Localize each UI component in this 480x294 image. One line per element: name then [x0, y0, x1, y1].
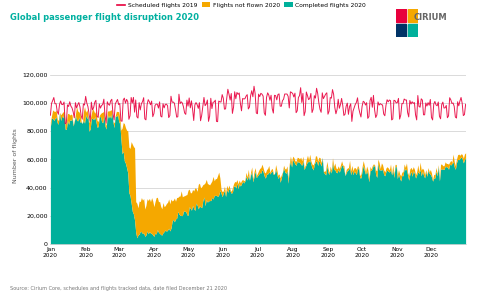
- Bar: [396, 24, 406, 37]
- Bar: [396, 9, 406, 22]
- Text: CIRIUM: CIRIUM: [414, 13, 447, 22]
- Y-axis label: Number of flights: Number of flights: [13, 128, 18, 183]
- Bar: [408, 9, 418, 22]
- Bar: [408, 24, 418, 37]
- Legend: Scheduled flights 2019, Flights not flown 2020, Completed flights 2020: Scheduled flights 2019, Flights not flow…: [114, 0, 368, 10]
- Text: Global passenger flight disruption 2020: Global passenger flight disruption 2020: [10, 13, 199, 22]
- Text: Source: Cirium Core, schedules and flights tracked data, date filed December 21 : Source: Cirium Core, schedules and fligh…: [10, 286, 227, 291]
